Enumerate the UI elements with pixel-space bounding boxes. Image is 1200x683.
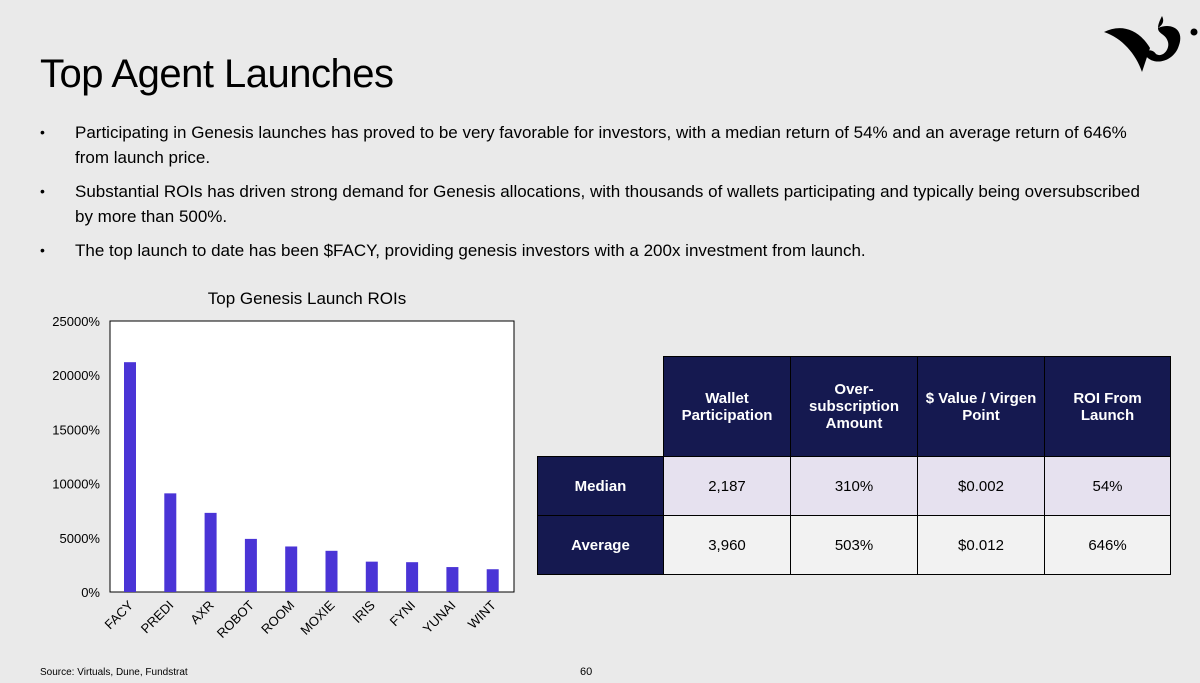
column-header: Over-subscription Amount — [790, 356, 918, 457]
bullet-marker: • — [40, 242, 45, 258]
bullet-item: • Substantial ROIs has driven strong dema… — [40, 179, 1160, 229]
x-tick-label: WINT — [465, 597, 499, 631]
x-tick-label: AXR — [187, 598, 217, 628]
bar — [486, 569, 499, 592]
bullet-item: • Participating in Genesis launches has p… — [40, 120, 1160, 170]
table-row: Average 3,960 503% $0.012 646% — [537, 515, 1171, 575]
table-cell: 2,187 — [663, 456, 791, 516]
row-header: Average — [537, 515, 664, 575]
y-tick-label: 15000% — [52, 422, 100, 437]
table-header-row: Wallet Participation Over-subscription A… — [538, 356, 1171, 457]
y-tick-label: 5000% — [60, 531, 101, 546]
table-cell: $0.002 — [917, 456, 1045, 516]
bullet-text: Participating in Genesis launches has pr… — [75, 123, 1127, 167]
bullet-text: The top launch to date has been $FACY, p… — [75, 241, 866, 260]
plot-area — [109, 320, 515, 593]
table-cell: 503% — [790, 515, 918, 575]
column-header: ROI From Launch — [1044, 356, 1171, 457]
bar — [325, 550, 338, 592]
page-number: 60 — [580, 666, 593, 678]
source-note: Source: Virtuals, Dune, Fundstrat — [40, 667, 188, 678]
bar — [164, 493, 177, 592]
row-header: Median — [537, 456, 664, 516]
x-tick-label: YUNAI — [420, 598, 459, 637]
bullet-marker: • — [40, 124, 45, 140]
bar — [244, 538, 257, 592]
table-cell: 646% — [1044, 515, 1171, 575]
column-header: Wallet Participation — [663, 356, 791, 457]
bar — [204, 512, 217, 592]
table-cell: $0.012 — [917, 515, 1045, 575]
y-tick-label: 25000% — [52, 314, 100, 329]
table-corner-cell — [538, 357, 664, 457]
column-header: $ Value / Virgen Point — [917, 356, 1045, 457]
x-tick-label: ROBOT — [214, 597, 257, 640]
table-cell: 310% — [790, 456, 918, 516]
bullet-marker: • — [40, 183, 45, 199]
bar — [446, 567, 459, 592]
table-cell: 54% — [1044, 456, 1171, 516]
bar — [406, 562, 419, 592]
y-tick-label: 0% — [81, 585, 100, 600]
table-row: Median 2,187 310% $0.002 54% — [537, 456, 1171, 516]
x-tick-label: FACY — [101, 597, 136, 632]
x-tick-label: IRIS — [349, 597, 378, 626]
x-tick-label: PREDI — [138, 598, 177, 637]
bar — [124, 362, 136, 592]
bar — [285, 546, 298, 592]
bullet-list: • Participating in Genesis launches has p… — [40, 120, 1160, 272]
y-tick-label: 10000% — [52, 477, 100, 492]
table-cell: 3,960 — [663, 515, 791, 575]
x-tick-label: FYNI — [387, 598, 419, 630]
bar — [365, 561, 378, 592]
brand-logo-icon — [1104, 16, 1198, 73]
bullet-text: Substantial ROIs has driven strong deman… — [75, 182, 1140, 226]
bullet-item: • The top launch to date has been $FACY, … — [40, 238, 1160, 263]
x-tick-label: MOXIE — [297, 597, 337, 637]
y-tick-label: 20000% — [52, 368, 100, 383]
chart-title: Top Genesis Launch ROIs — [207, 289, 407, 308]
page-title: Top Agent Launches — [40, 52, 394, 96]
x-tick-label: ROOM — [258, 598, 297, 637]
metrics-table: Wallet Participation Over-subscription A… — [537, 356, 1171, 575]
roi-bar-chart: 0% 5000% 10000% 15000% 20000% 25000% FACY PREDI… — [52, 314, 515, 641]
